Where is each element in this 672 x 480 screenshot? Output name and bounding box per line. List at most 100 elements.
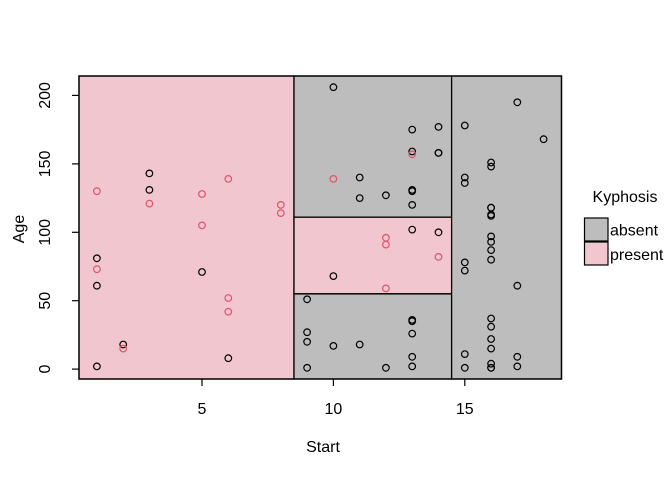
- legend-swatch-present: [583, 241, 609, 266]
- data-point-absent: [460, 179, 469, 187]
- data-point-absent: [119, 340, 128, 349]
- data-point-absent: [513, 98, 522, 107]
- data-point-absent: [329, 83, 338, 92]
- data-point-absent: [539, 135, 548, 144]
- y-axis-tick-label: 0: [37, 365, 54, 374]
- data-point-absent: [487, 255, 496, 264]
- data-point-present: [434, 252, 443, 261]
- data-point-present: [276, 200, 285, 209]
- data-point-absent: [408, 362, 417, 371]
- data-point-present: [92, 187, 101, 196]
- data-point-absent: [487, 322, 496, 331]
- data-point-absent: [487, 246, 496, 255]
- data-point-present: [224, 174, 233, 183]
- data-point-absent: [408, 329, 417, 338]
- data-point-absent: [460, 363, 469, 372]
- data-point-absent: [303, 363, 312, 372]
- data-point-present: [224, 307, 233, 316]
- data-point-absent: [460, 350, 469, 359]
- y-axis-tick-label: 100: [37, 219, 54, 246]
- data-point-present: [382, 240, 390, 249]
- y-axis-tick-label: 150: [37, 150, 54, 177]
- data-points-layer: [92, 83, 548, 372]
- data-point-absent: [408, 225, 417, 234]
- data-point-absent: [382, 191, 390, 200]
- data-point-absent: [355, 194, 364, 203]
- data-point-absent: [487, 344, 496, 353]
- data-point-absent: [460, 266, 469, 275]
- data-point-absent: [408, 185, 417, 194]
- data-point-absent: [487, 158, 496, 167]
- data-point-absent: [408, 125, 417, 134]
- data-point-absent: [224, 354, 233, 363]
- data-point-absent: [434, 122, 443, 131]
- data-point-absent: [487, 203, 496, 212]
- legend-label-present: present: [610, 247, 664, 264]
- partition-region-absent: [293, 293, 453, 380]
- legend-swatch-absent: [583, 217, 609, 242]
- data-point-absent: [329, 342, 338, 350]
- legend: Kyphosis absent present: [583, 189, 664, 266]
- data-point-absent: [513, 362, 522, 371]
- data-point-absent: [487, 162, 496, 171]
- partition-region-present: [78, 75, 295, 380]
- data-point-present: [408, 150, 417, 159]
- legend-label-absent: absent: [610, 223, 659, 240]
- y-axis-tick-label: 50: [37, 292, 54, 310]
- y-axis-label: Age: [11, 215, 28, 244]
- data-point-absent: [303, 328, 312, 337]
- y-axis-tick-label: 200: [37, 82, 54, 109]
- data-point-absent: [434, 228, 443, 237]
- data-point-absent: [487, 237, 496, 246]
- data-point-absent: [487, 363, 496, 372]
- x-axis-tick-label: 5: [198, 401, 207, 418]
- data-point-absent: [487, 232, 496, 241]
- x-axis-label: Start: [306, 439, 340, 456]
- legend-title: Kyphosis: [593, 189, 658, 206]
- data-point-absent: [460, 258, 469, 267]
- data-point-absent: [487, 359, 496, 368]
- data-point-present: [329, 174, 338, 183]
- data-point-absent: [513, 352, 522, 361]
- x-axis-tick-label: 10: [325, 401, 343, 418]
- data-point-absent: [513, 281, 522, 290]
- data-point-absent: [355, 173, 364, 182]
- partition-region-absent: [293, 75, 453, 218]
- data-point-present: [198, 190, 206, 198]
- partition-regions-layer: [78, 75, 563, 380]
- data-point-absent: [487, 211, 496, 220]
- data-point-absent: [329, 272, 338, 281]
- data-point-absent: [303, 295, 312, 304]
- data-point-present: [382, 284, 390, 293]
- data-point-absent: [487, 335, 496, 343]
- data-point-absent: [303, 337, 312, 346]
- data-point-absent: [382, 363, 390, 372]
- data-point-absent: [145, 169, 154, 178]
- data-point-present: [276, 209, 285, 218]
- x-axis-tick-label: 15: [456, 401, 474, 418]
- data-point-absent: [408, 200, 417, 209]
- partition-region-absent: [450, 75, 563, 380]
- data-point-present: [198, 221, 206, 230]
- data-point-present: [119, 344, 128, 353]
- data-point-present: [145, 199, 154, 208]
- data-point-present: [92, 265, 101, 274]
- data-point-absent: [434, 148, 443, 157]
- data-point-absent: [487, 314, 496, 323]
- partition-region-present: [293, 216, 453, 295]
- data-point-absent: [145, 185, 154, 194]
- data-point-absent: [408, 316, 417, 324]
- data-point-absent: [198, 268, 206, 276]
- data-point-absent: [408, 147, 417, 156]
- data-point-absent: [92, 362, 101, 371]
- data-point-absent: [408, 352, 417, 361]
- data-point-absent: [460, 121, 469, 130]
- data-point-absent: [92, 281, 101, 290]
- data-point-absent: [460, 173, 469, 182]
- data-point-absent: [92, 254, 101, 263]
- plot-border: [78, 75, 563, 380]
- data-point-present: [224, 294, 233, 302]
